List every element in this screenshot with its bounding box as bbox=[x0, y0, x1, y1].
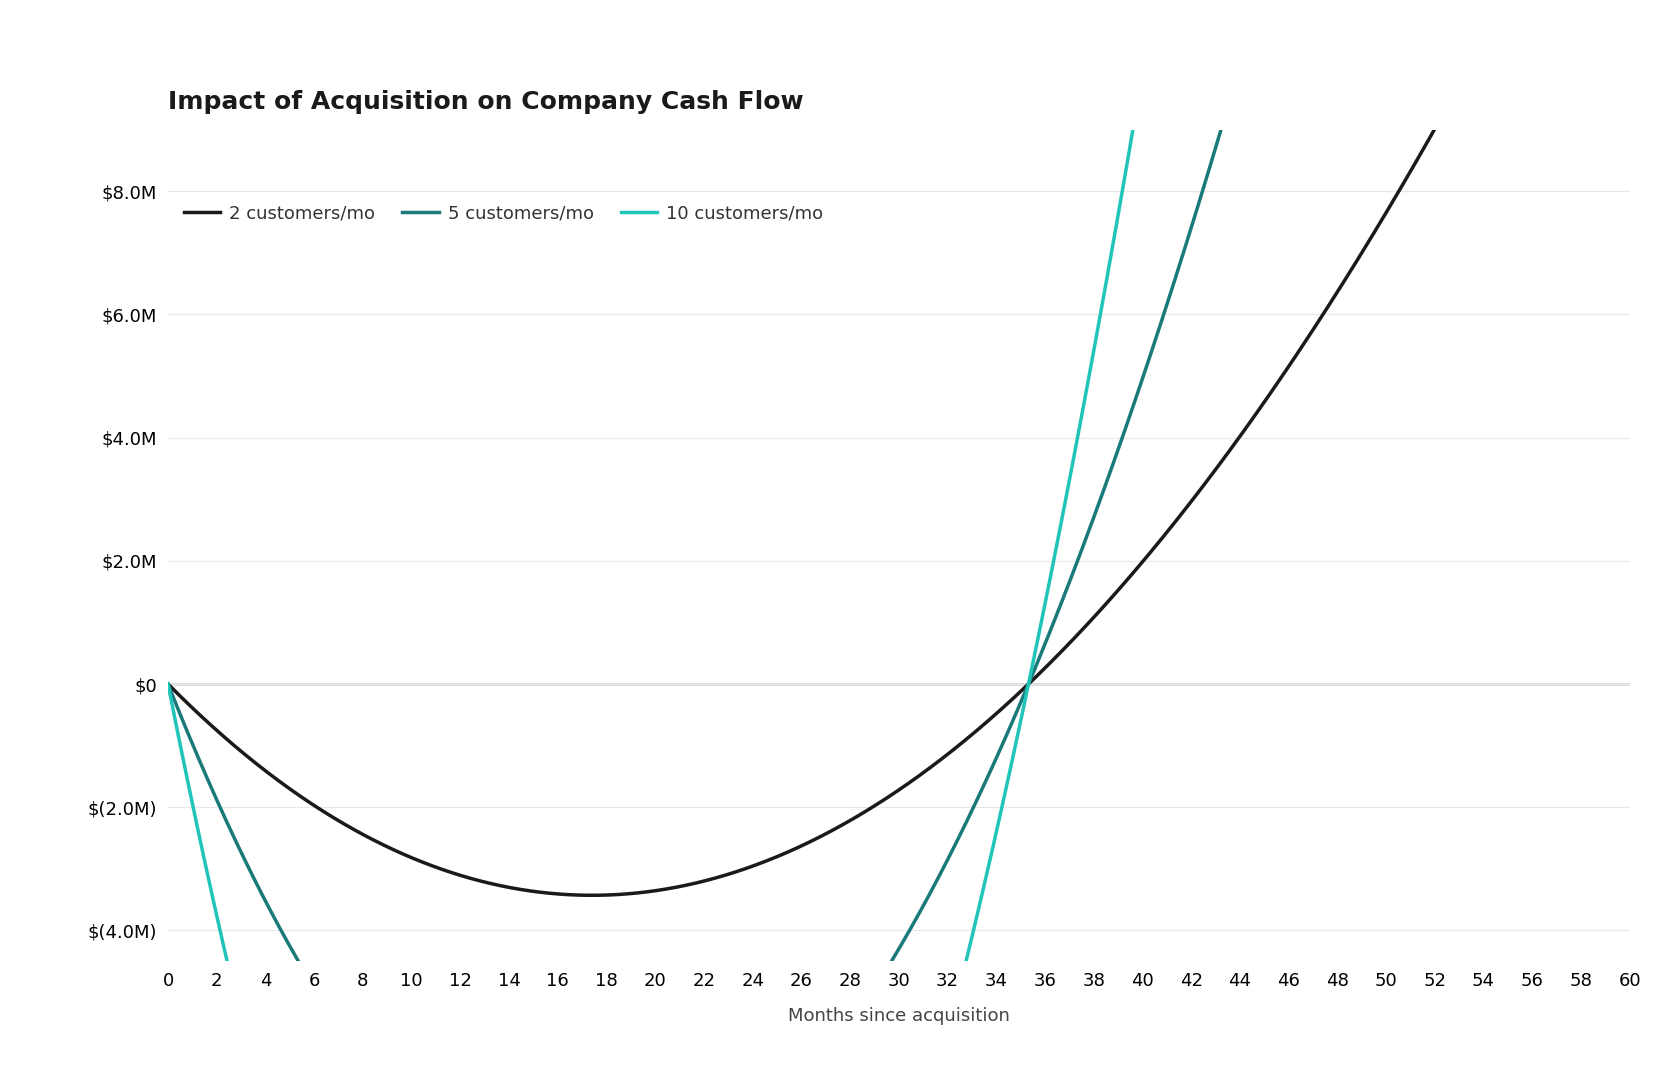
Text: Impact of Acquisition on Company Cash Flow: Impact of Acquisition on Company Cash Fl… bbox=[168, 90, 803, 113]
10 customers/mo bbox=[927, 1069, 948, 1080]
5 customers/mo bbox=[927, 874, 948, 887]
2 customers/mo bbox=[351, 827, 371, 840]
Line: 5 customers/mo: 5 customers/mo bbox=[168, 0, 1630, 1080]
5 customers/mo bbox=[958, 813, 978, 826]
10 customers/mo bbox=[158, 677, 178, 690]
10 customers/mo bbox=[958, 948, 978, 961]
5 customers/mo bbox=[351, 1052, 371, 1065]
2 customers/mo bbox=[583, 889, 603, 902]
Line: 10 customers/mo: 10 customers/mo bbox=[168, 0, 1630, 1080]
X-axis label: Months since acquisition: Months since acquisition bbox=[788, 1007, 1010, 1025]
2 customers/mo bbox=[958, 731, 978, 744]
5 customers/mo bbox=[158, 677, 178, 690]
Line: 2 customers/mo: 2 customers/mo bbox=[168, 0, 1630, 895]
2 customers/mo bbox=[652, 883, 672, 896]
Legend: 2 customers/mo, 5 customers/mo, 10 customers/mo: 2 customers/mo, 5 customers/mo, 10 custo… bbox=[176, 197, 830, 229]
2 customers/mo bbox=[158, 677, 178, 690]
2 customers/mo bbox=[927, 756, 948, 769]
2 customers/mo bbox=[793, 838, 813, 851]
2 customers/mo bbox=[405, 852, 425, 865]
